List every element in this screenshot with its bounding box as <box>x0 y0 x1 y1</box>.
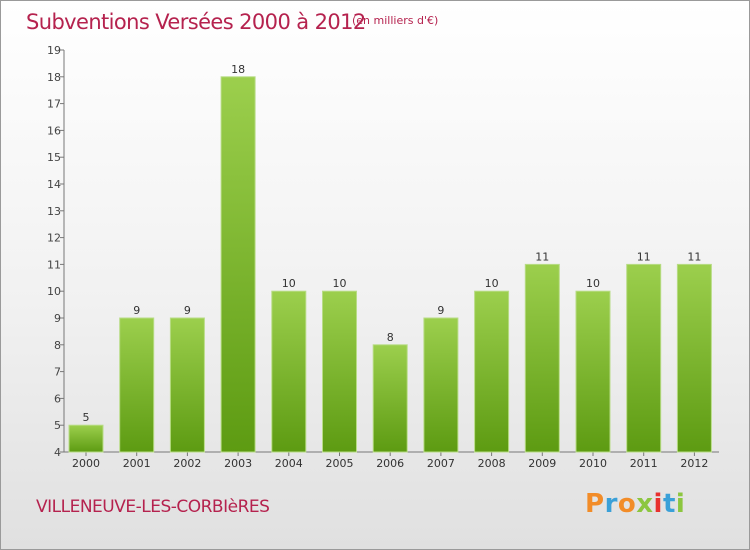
x-tick-label-2008: 2008 <box>478 457 506 470</box>
x-tick-label-2001: 2001 <box>123 457 151 470</box>
data-label-2010: 10 <box>586 277 600 290</box>
x-tick-label-2004: 2004 <box>275 457 303 470</box>
x-tick-label-2012: 2012 <box>680 457 708 470</box>
logo-letter: P <box>585 489 605 519</box>
y-tick-label: 9 <box>54 312 61 325</box>
data-label-2004: 10 <box>282 277 296 290</box>
commune-name: VILLENEUVE-LES-CORBIèRES <box>36 497 270 517</box>
y-tick-label: 10 <box>47 285 61 298</box>
y-tick-label: 4 <box>54 446 61 459</box>
logo-letter: o <box>617 489 637 519</box>
data-label-2008: 10 <box>485 277 499 290</box>
y-tick-label: 5 <box>54 419 61 432</box>
data-label-2007: 9 <box>437 304 444 317</box>
data-label-2012: 11 <box>687 250 701 263</box>
logo-letter: i <box>675 489 686 519</box>
x-tick-label-2006: 2006 <box>376 457 404 470</box>
x-tick-label-2005: 2005 <box>326 457 354 470</box>
data-label-2000: 5 <box>83 411 90 424</box>
data-label-2001: 9 <box>133 304 140 317</box>
data-label-2005: 10 <box>333 277 347 290</box>
chart-title: Subventions Versées 2000 à 2012 <box>26 10 366 34</box>
bar-2011 <box>626 263 662 453</box>
logo-letter: r <box>604 489 618 519</box>
data-label-2006: 8 <box>387 331 394 344</box>
data-label-2011: 11 <box>637 250 651 263</box>
y-tick-label: 17 <box>47 98 61 111</box>
y-tick-label: 19 <box>47 44 61 57</box>
data-label-2003: 18 <box>231 63 245 76</box>
x-tick-label-2002: 2002 <box>173 457 201 470</box>
bar-2003 <box>220 76 256 453</box>
x-tick-label-2007: 2007 <box>427 457 455 470</box>
bar-2010 <box>575 290 611 453</box>
y-tick-label: 16 <box>47 124 61 137</box>
bar-2000 <box>68 424 104 453</box>
bar-2008 <box>474 290 510 453</box>
x-tick-label-2009: 2009 <box>528 457 556 470</box>
data-label-2009: 11 <box>535 250 549 263</box>
y-tick-label: 18 <box>47 71 61 84</box>
chart-subtitle: (en milliers d'€) <box>352 14 439 27</box>
bar-2006 <box>372 344 408 453</box>
y-tick-label: 12 <box>47 232 61 245</box>
logo-letter: i <box>653 489 663 519</box>
y-tick-label: 13 <box>47 205 61 218</box>
bar-2012 <box>676 263 712 453</box>
bar-2005 <box>322 290 357 453</box>
y-tick-label: 6 <box>54 392 61 405</box>
bar-2007 <box>423 317 459 453</box>
y-tick-label: 7 <box>54 366 61 379</box>
x-tick-label-2011: 2011 <box>630 457 658 470</box>
y-tick-label: 15 <box>47 151 61 164</box>
x-tick-label-2003: 2003 <box>224 457 252 470</box>
y-tick-label: 14 <box>47 178 61 191</box>
bar-2004 <box>271 290 307 453</box>
y-tick-label: 11 <box>47 258 61 271</box>
y-tick-label: 8 <box>54 339 61 352</box>
bar-2001 <box>119 317 155 453</box>
bar-2002 <box>169 317 205 453</box>
logo-letter: x <box>636 489 654 519</box>
proxiti-logo: Proxiti <box>585 489 685 519</box>
x-tick-label-2000: 2000 <box>72 457 100 470</box>
bar-2009 <box>524 263 560 453</box>
x-tick-label-2010: 2010 <box>579 457 607 470</box>
data-label-2002: 9 <box>184 304 191 317</box>
logo-letter: t <box>662 489 676 519</box>
